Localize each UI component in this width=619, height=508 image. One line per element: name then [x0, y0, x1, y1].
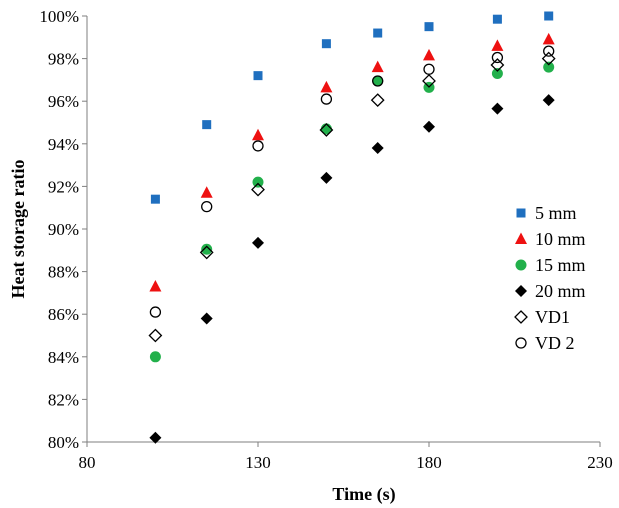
- point-5-mm: [492, 14, 502, 24]
- point-15-mm: [543, 61, 555, 73]
- point-15-mm: [252, 176, 264, 188]
- point-vd-2: [320, 93, 333, 105]
- point-15-mm: [372, 75, 384, 87]
- point-10-mm: [320, 80, 333, 93]
- point-vd1: [370, 93, 385, 108]
- y-tick-label: 82%: [48, 390, 79, 409]
- point-20-mm: [320, 171, 333, 184]
- y-tick-label: 98%: [48, 50, 79, 69]
- legend-marker-vd1: [514, 310, 528, 324]
- x-tick-label: 80: [79, 453, 96, 472]
- y-tick-label: 90%: [48, 220, 79, 239]
- legend-marker-10-mm: [515, 232, 527, 244]
- point-20-mm: [423, 120, 435, 133]
- point-10-mm: [200, 186, 213, 198]
- y-tick-label: 100%: [39, 7, 79, 26]
- y-tick-label: 92%: [48, 177, 79, 196]
- legend-marker-5-mm: [516, 208, 526, 218]
- point-10-mm: [423, 48, 435, 61]
- legend-marker-15-mm: [515, 259, 527, 271]
- point-vd-2: [423, 63, 435, 75]
- point-10-mm: [149, 280, 162, 292]
- x-tick-label: 230: [587, 453, 613, 472]
- point-15-mm: [201, 243, 213, 255]
- x-tick-label: 180: [416, 453, 442, 472]
- point-20-mm: [200, 312, 213, 325]
- y-tick-label: 96%: [48, 92, 79, 111]
- point-vd1: [541, 51, 556, 66]
- point-vd-2: [149, 306, 162, 318]
- point-10-mm: [542, 32, 555, 45]
- point-vd1: [148, 328, 163, 343]
- point-vd-2: [252, 140, 264, 152]
- point-5-mm: [321, 39, 331, 49]
- point-5-mm: [253, 71, 263, 81]
- legend-label-5-mm: 5 mm: [535, 203, 577, 223]
- point-vd-2: [543, 45, 555, 57]
- point-20-mm: [149, 431, 162, 444]
- point-20-mm: [491, 102, 504, 115]
- legend-label-20-mm: 20 mm: [535, 281, 586, 301]
- point-10-mm: [371, 60, 384, 73]
- point-vd1: [490, 58, 505, 72]
- y-axis-title: Heat storage ratio: [8, 160, 28, 299]
- point-5-mm: [150, 194, 160, 204]
- point-20-mm: [542, 94, 555, 107]
- y-tick-label: 80%: [48, 433, 79, 452]
- point-15-mm: [491, 68, 503, 80]
- y-tick-label: 86%: [48, 305, 79, 324]
- legend-marker-vd-2: [515, 337, 527, 349]
- point-vd1: [199, 245, 214, 260]
- point-vd-2: [201, 200, 213, 213]
- legend-marker-20-mm: [515, 285, 527, 297]
- point-20-mm: [371, 142, 384, 155]
- legend-label-15-mm: 15 mm: [535, 255, 586, 275]
- point-5-mm: [544, 11, 554, 21]
- point-vd-2: [491, 51, 504, 64]
- point-20-mm: [252, 236, 264, 249]
- y-tick-label: 94%: [48, 135, 79, 154]
- data-marks: [148, 11, 556, 444]
- y-tick-label: 84%: [48, 348, 79, 367]
- legend-label-vd1: VD1: [535, 307, 570, 327]
- point-vd1: [422, 74, 436, 88]
- axes: 80% 82% 84% 86% 88% 90% 92% 94% 96% 98% 100% 80 130 1…: [39, 7, 612, 472]
- point-15-mm: [149, 351, 161, 363]
- x-tick-label: 130: [245, 453, 271, 472]
- legend-label-10-mm: 10 mm: [535, 229, 586, 249]
- point-10-mm: [252, 128, 264, 141]
- point-vd1: [251, 182, 265, 197]
- legend-label-vd-2: VD 2: [535, 333, 575, 353]
- point-5-mm: [202, 120, 212, 130]
- legend: 5 mm 10 mm 15 mm 20 mm VD1 VD 2: [514, 203, 586, 353]
- point-5-mm: [424, 22, 434, 32]
- y-tick-label: 88%: [48, 263, 79, 282]
- point-10-mm: [491, 39, 504, 51]
- point-vd-2: [372, 75, 384, 87]
- point-vd1: [319, 123, 334, 137]
- point-5-mm: [373, 28, 383, 38]
- x-axis-title: Time (s): [332, 484, 395, 505]
